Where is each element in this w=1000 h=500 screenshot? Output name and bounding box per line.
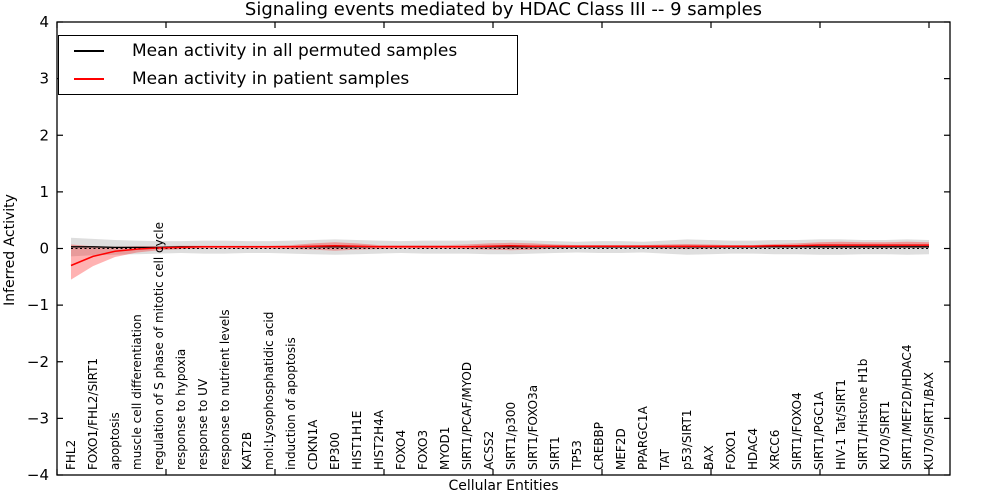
x-category-label: SIRT1 (548, 436, 562, 470)
y-tick-label: 0 (39, 240, 49, 258)
x-category-label: HIST1H1E (350, 411, 364, 470)
y-tick-label: −2 (27, 353, 49, 371)
x-category-label: FOXO3 (416, 430, 430, 470)
x-category-label: CREBBP (592, 422, 606, 470)
permuted-line-sample (74, 50, 104, 52)
x-category-label: XRCC6 (768, 430, 782, 470)
y-tick-label: 4 (39, 13, 49, 31)
patient-line-sample (74, 78, 104, 80)
x-category-label: SIRT1/PCAF/MYOD (460, 362, 474, 470)
x-category-label: FHL2 (64, 440, 78, 470)
patient-line (70, 244, 929, 267)
x-category-label: muscle cell differentiation (130, 314, 144, 470)
x-category-label: PPARGC1A (636, 405, 650, 470)
x-category-label: mol:Lysophosphatidic acid (262, 312, 276, 470)
x-axis-label: Cellular Entities (448, 478, 559, 494)
legend-entry-permuted: Mean activity in all permuted samples (74, 39, 517, 63)
x-category-label: HDAC4 (746, 428, 760, 470)
x-category-label: KU70/SIRT1 (878, 401, 892, 470)
x-category-label: HIST2H4A (372, 409, 386, 470)
x-category-label: KAT2B (240, 432, 254, 470)
x-category-label: BAX (702, 445, 716, 470)
x-category-label: induction of apoptosis (284, 337, 298, 470)
x-category-label: MYOD1 (438, 427, 452, 470)
y-tick-label: 3 (39, 70, 49, 88)
x-category-label: SIRT1/PGC1A (812, 391, 826, 470)
x-category-label: MEF2D (614, 428, 628, 470)
x-category-label: SIRT1/Histone H1b (856, 359, 870, 470)
x-category-label: KU70/SIRT1/BAX (922, 372, 936, 470)
x-category-label: FOXO1/FHL2/SIRT1 (86, 358, 100, 470)
y-axis-label: Inferred Activity (2, 194, 18, 306)
legend-entry-patient: Mean activity in patient samples (74, 67, 517, 91)
x-category-label: response to UV (196, 378, 210, 470)
legend-label-permuted: Mean activity in all permuted samples (132, 41, 458, 61)
y-tick-label: −3 (27, 409, 49, 427)
x-category-label: ACSS2 (482, 431, 496, 470)
x-category-label: response to nutrient levels (218, 309, 232, 470)
x-category-label: CDKN1A (306, 419, 320, 470)
y-tick-label: −1 (27, 296, 49, 314)
y-tick-label: −4 (27, 466, 49, 484)
x-category-label: FOXO1 (724, 430, 738, 470)
x-category-label: SIRT1/p300 (504, 402, 518, 470)
x-category-label: response to hypoxia (174, 349, 188, 470)
x-category-label: apoptosis (108, 412, 122, 470)
x-category-label: FOXO4 (394, 430, 408, 470)
x-category-label: SIRT1/FOXO4 (790, 392, 804, 470)
x-category-label: HIV-1 Tat/SIRT1 (834, 379, 848, 470)
y-tick-label: 1 (39, 183, 49, 201)
x-category-label: SIRT1/FOXO3a (526, 385, 540, 470)
x-category-label: TP53 (570, 440, 584, 471)
x-category-label: SIRT1/MEF2D/HDAC4 (900, 345, 914, 470)
x-category-label: regulation of S phase of mitotic cell cy… (152, 222, 166, 470)
y-tick-label: 2 (39, 126, 49, 144)
x-category-label: p53/SIRT1 (680, 409, 694, 470)
legend-label-patient: Mean activity in patient samples (132, 69, 410, 89)
x-category-label: EP300 (328, 432, 342, 470)
legend: Mean activity in all permuted samples Me… (58, 35, 518, 95)
x-category-label: TAT (658, 448, 672, 471)
chart-title: Signaling events mediated by HDAC Class … (244, 0, 763, 20)
